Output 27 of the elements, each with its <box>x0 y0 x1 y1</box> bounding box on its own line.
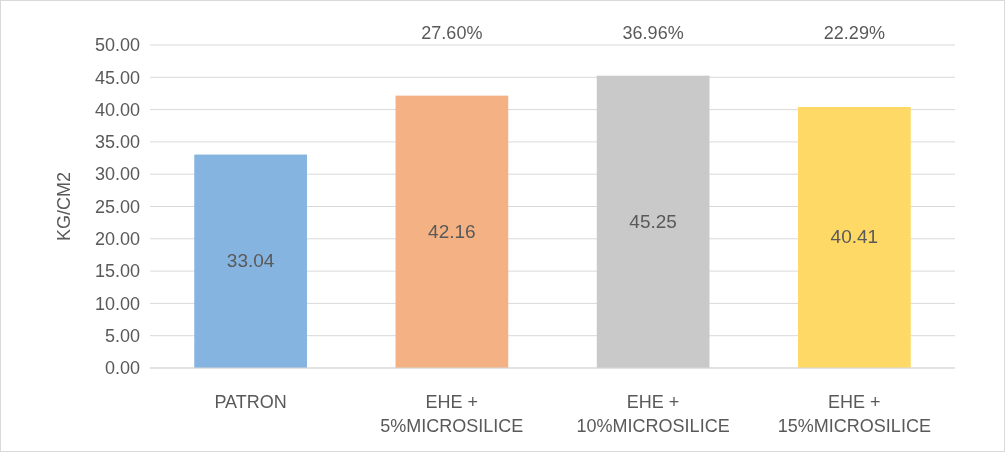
y-tick-label: 35.00 <box>94 132 140 153</box>
y-tick-label: 30.00 <box>94 164 140 185</box>
data-label: 45.25 <box>629 210 677 232</box>
text: 22.29% <box>823 23 885 43</box>
y-tick-label: 40.00 <box>94 99 140 120</box>
y-tick-label: 10.00 <box>94 293 140 314</box>
bar <box>798 106 911 368</box>
data-label: 33.04 <box>226 250 275 272</box>
y-tick-label: 15.00 <box>94 261 140 282</box>
y-axis-title: KG/CM2 <box>54 171 74 242</box>
y-tick-label: 45.00 <box>94 67 140 88</box>
y-tick-label: 20.00 <box>94 229 140 250</box>
text: 27.60% <box>421 23 483 43</box>
x-tick-label: EHE + 15%MICROSILICE <box>777 392 931 436</box>
y-tick-label: 25.00 <box>94 196 140 217</box>
bar <box>395 95 509 368</box>
y-tick-label: 5.00 <box>104 325 140 346</box>
data-label: 42.16 <box>428 220 476 242</box>
y-tick-label: 0.00 <box>104 358 140 379</box>
x-tick-label: EHE + 5%MICROSILICE <box>380 392 524 436</box>
bar <box>194 154 307 368</box>
y-tick-label: 50.00 <box>94 35 140 56</box>
bar <box>596 75 710 368</box>
text: 36.96% <box>622 23 684 43</box>
x-tick-label: PATRON <box>214 392 287 412</box>
x-tick-label: EHE + 10%MICROSILICE <box>576 392 730 436</box>
data-label: 40.41 <box>830 226 879 248</box>
